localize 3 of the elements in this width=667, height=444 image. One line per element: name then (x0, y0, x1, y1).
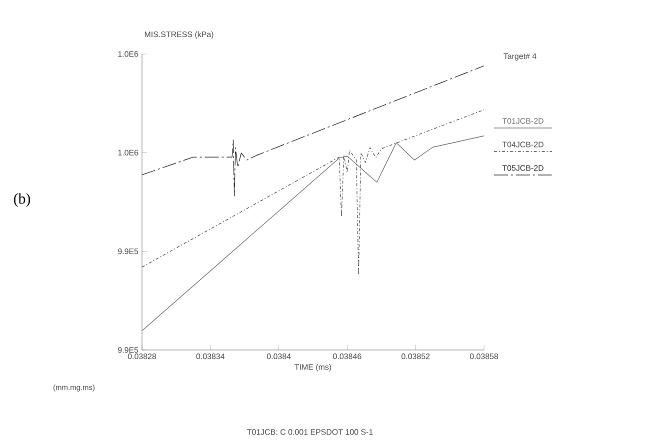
line-series (142, 136, 484, 332)
text: (b) (14, 193, 30, 207)
line-series (142, 65, 484, 196)
